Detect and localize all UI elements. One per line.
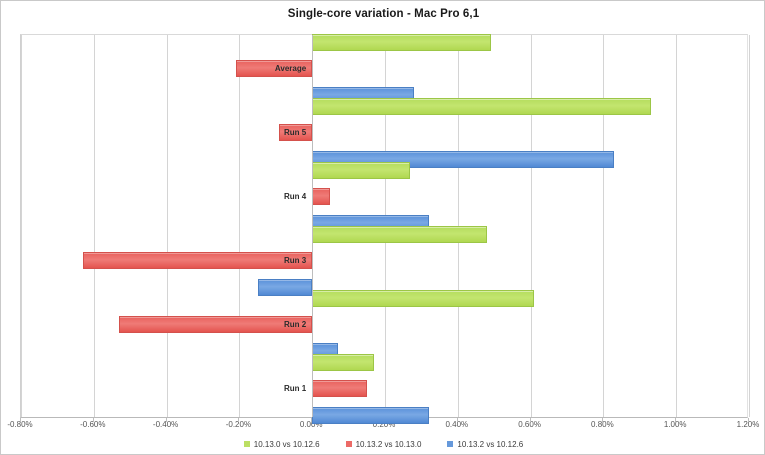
gridline — [676, 35, 678, 417]
x-axis-tick-mark — [92, 418, 94, 422]
bar-run-2-series-1 — [312, 289, 535, 307]
legend-label: 10.13.0 vs 10.12.6 — [253, 439, 320, 449]
x-axis-tick-label: 0.20% — [372, 420, 396, 429]
x-axis-tick-mark — [20, 418, 21, 422]
bar-run-5-series-2 — [279, 124, 313, 141]
x-axis-tick-label: -0.80% — [7, 420, 33, 429]
category-label-run-5: Run 5 — [283, 128, 307, 137]
plot-area: Average Run 5 Run 4 Run 3 Run 2 Run 1 — [20, 33, 750, 424]
x-axis-tick-label: 0.60% — [518, 420, 541, 429]
x-axis-tick-mark — [238, 418, 240, 422]
gridline — [166, 35, 168, 417]
x-axis-tick-mark — [311, 418, 313, 422]
legend-swatch-icon — [447, 441, 454, 447]
legend-swatch-icon — [345, 441, 352, 447]
category-label-run-3: Run 3 — [283, 256, 307, 265]
x-axis-tick-label: 1.00% — [663, 420, 687, 429]
bar-run-3-series-1 — [312, 225, 487, 243]
x-axis-tick-label: 0.00% — [299, 420, 323, 429]
gridline — [603, 35, 605, 417]
chart-title: Single-core variation - Mac Pro 6,1 — [287, 8, 480, 20]
bar-run-3-series-3 — [257, 278, 313, 296]
category-label-run-4: Run 4 — [283, 192, 307, 201]
category-label-average: Average — [274, 64, 307, 73]
legend-label: 10.13.2 vs 10.13.0 — [355, 439, 422, 449]
bar-run-1-series-2 — [312, 380, 367, 397]
x-axis-tick-mark — [675, 418, 677, 422]
chart-legend: 10.13.0 vs 10.12.6 10.13.2 vs 10.13.0 10.1… — [1, 435, 765, 453]
bar-run-1-series-1 — [312, 353, 375, 371]
bar-average-series-2 — [235, 60, 313, 77]
bar-run-1-series-3 — [312, 406, 429, 424]
gridline — [530, 35, 532, 417]
x-axis-tick-mark — [529, 418, 531, 422]
legend-entry: 10.13.2 vs 10.12.6 — [447, 440, 523, 449]
bar-average-series-1 — [312, 33, 491, 51]
legend-label: 10.13.2 vs 10.12.6 — [457, 439, 524, 449]
x-axis-tick-label: -0.20% — [225, 420, 252, 429]
gridline — [749, 35, 750, 417]
bar-run-4-series-2 — [312, 188, 331, 205]
x-axis-tick-labels: -0.80% -0.60% -0.40% -0.20% 0.00% 0.20% 0.40% 0… — [1, 420, 765, 434]
category-label-run-2: Run 2 — [283, 320, 307, 329]
legend-entry: 10.13.2 vs 10.13.0 — [345, 439, 422, 449]
x-axis-tick-label: 1.20% — [736, 420, 760, 429]
gridline — [21, 35, 22, 417]
x-axis-tick-mark — [456, 418, 458, 422]
x-axis-tick-mark — [602, 418, 604, 422]
x-axis-tick-mark — [165, 418, 167, 422]
x-axis-tick-label: 0.80% — [591, 420, 614, 429]
legend-swatch-icon — [243, 441, 250, 447]
zero-axis-line — [312, 35, 314, 417]
x-axis-tick-mark — [748, 418, 749, 422]
bar-run-4-series-1 — [312, 161, 411, 179]
gridline — [93, 35, 95, 417]
gridline — [239, 35, 241, 417]
legend-entry: 10.13.0 vs 10.12.6 — [243, 439, 320, 449]
category-label-run-1: Run 1 — [283, 384, 307, 393]
bar-run-3-series-2 — [82, 252, 313, 269]
bar-run-2-series-2 — [119, 316, 313, 333]
x-axis-tick-label: -0.40% — [152, 420, 179, 429]
x-axis-tick-label: 0.40% — [445, 420, 469, 429]
bar-run-5-series-1 — [312, 97, 651, 115]
x-axis-tick-label: -0.60% — [80, 420, 106, 429]
